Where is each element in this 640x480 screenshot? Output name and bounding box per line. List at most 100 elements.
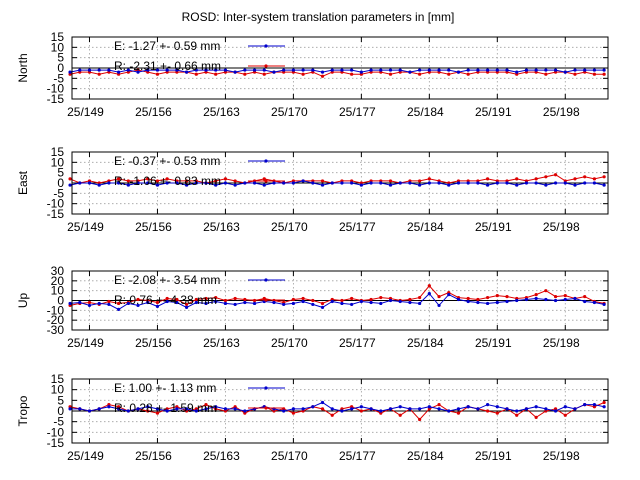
data-point-E [78,407,82,411]
data-point-E [592,181,597,185]
series-line-E [70,401,605,412]
data-point-E [485,403,490,407]
data-point-E [495,68,499,72]
plot-frame [71,151,609,215]
data-point-E [437,407,441,411]
data-point-E [359,405,363,409]
data-point-R [291,297,295,302]
data-point-E [350,181,354,185]
data-point-R [262,72,266,76]
data-point-E [437,303,441,308]
data-point-E [214,299,218,304]
data-point-R [602,175,606,179]
data-point-E [107,68,111,72]
data-point-E [155,183,160,187]
x-tick-label: 25/156 [135,336,172,350]
data-point-R [466,72,470,76]
data-point-E [456,297,461,302]
data-point-E [155,304,160,308]
data-point-E [223,181,228,185]
y-tick-label: 15 [51,30,65,44]
data-point-E [97,68,101,72]
legend-label-R: R: 0.76 +- 4.38 mm [114,293,217,307]
data-point-E [204,407,208,411]
data-point-E [214,405,218,409]
data-point-E [408,407,412,411]
data-point-E [427,68,431,72]
y-tick-label: 5 [57,51,64,65]
data-point-E [68,301,72,306]
y-tick-label: 15 [51,145,65,159]
data-point-E [427,292,431,296]
data-point-R [311,298,315,303]
data-point-E [573,183,577,187]
data-point-E [359,70,363,74]
legend-marker-R [264,179,268,183]
y-tick-label: -10 [47,425,65,439]
data-point-E [117,181,121,185]
data-point-R [456,411,461,415]
data-point-E [262,183,266,187]
data-point-R [243,297,247,302]
data-point-R [223,298,228,303]
data-point-R [485,177,490,181]
data-point-E [534,68,538,72]
data-point-E [204,68,208,72]
data-point-E [320,305,325,309]
data-point-R [485,409,490,413]
data-point-E [505,68,509,72]
legend-marker-R [264,64,268,68]
data-point-E [544,407,548,411]
data-point-R [350,72,354,76]
x-tick-label: 25/191 [475,336,512,350]
data-point-E [427,405,431,409]
data-point-E [136,181,140,185]
data-point-E [476,300,480,305]
data-point-E [165,299,169,304]
x-tick-label: 25/184 [407,220,444,234]
data-point-E [194,181,198,185]
data-point-E [78,68,82,72]
data-point-R [602,72,606,76]
data-point-E [447,293,451,297]
plot-frame [71,378,609,444]
y-tick-label: -30 [47,323,65,337]
data-point-R [165,296,169,301]
data-point-E [175,300,179,305]
y-tick-label: 15 [51,372,65,386]
legend-marker-E [264,159,268,163]
legend-label-E: E: -1.27 +- 0.59 mm [114,39,220,53]
data-point-E [87,181,92,185]
data-point-E [184,305,189,309]
data-point-R [476,297,480,302]
data-point-E [583,403,587,407]
data-point-E [136,70,140,74]
data-point-E [456,70,461,74]
data-point-E [505,407,509,411]
series-line-E [70,292,605,310]
y-tick-label: 0 [57,294,64,308]
data-point-E [117,407,121,411]
data-point-E [165,409,169,413]
data-point-R [515,413,519,417]
data-point-E [330,299,334,304]
data-point-R [214,295,218,300]
data-point-E [583,299,587,304]
series-line-R [69,285,605,306]
legend-label-R: R: -2.31 +- 0.66 mm [114,59,221,73]
data-point-E [136,407,140,411]
data-point-E [262,68,266,72]
data-point-E [369,68,373,72]
data-point-E [602,405,606,409]
data-point-E [544,183,548,187]
data-point-R [544,72,548,76]
data-point-R [515,177,519,181]
data-point-R [583,294,587,299]
data-point-E [398,299,402,304]
data-point-E [146,68,150,72]
data-point-E [320,70,325,74]
data-point-E [97,183,101,187]
data-point-E [476,407,480,411]
